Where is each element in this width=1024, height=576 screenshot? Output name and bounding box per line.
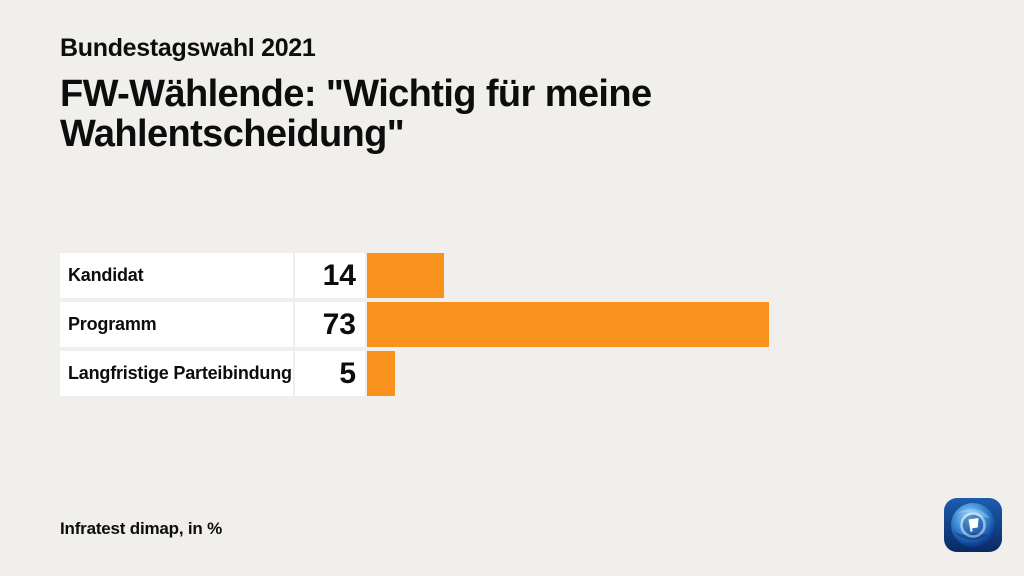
source-note: Infratest dimap, in %	[60, 519, 223, 538]
category-label: Programm	[60, 302, 293, 347]
tagesschau-globe-logo	[944, 498, 1002, 552]
bar-track	[367, 351, 917, 396]
chart-kicker: Bundestagswahl 2021	[60, 34, 316, 62]
value-label: 5	[295, 351, 365, 396]
bar	[367, 302, 769, 347]
chart-title: FW-Wählende: "Wichtig für meine Wahlents…	[60, 73, 652, 155]
bar-chart: Kandidat 14 Programm 73 Langfristige Par…	[60, 253, 1000, 400]
chart-row: Langfristige Parteibindung 5	[60, 351, 1000, 396]
value-label: 14	[295, 253, 365, 298]
chart-row: Kandidat 14	[60, 253, 1000, 298]
bar-track	[367, 302, 917, 347]
bar-track	[367, 253, 917, 298]
bar	[367, 253, 444, 298]
chart-row: Programm 73	[60, 302, 1000, 347]
bar	[367, 351, 395, 396]
category-label: Kandidat	[60, 253, 293, 298]
category-label: Langfristige Parteibindung	[60, 351, 293, 396]
value-label: 73	[295, 302, 365, 347]
